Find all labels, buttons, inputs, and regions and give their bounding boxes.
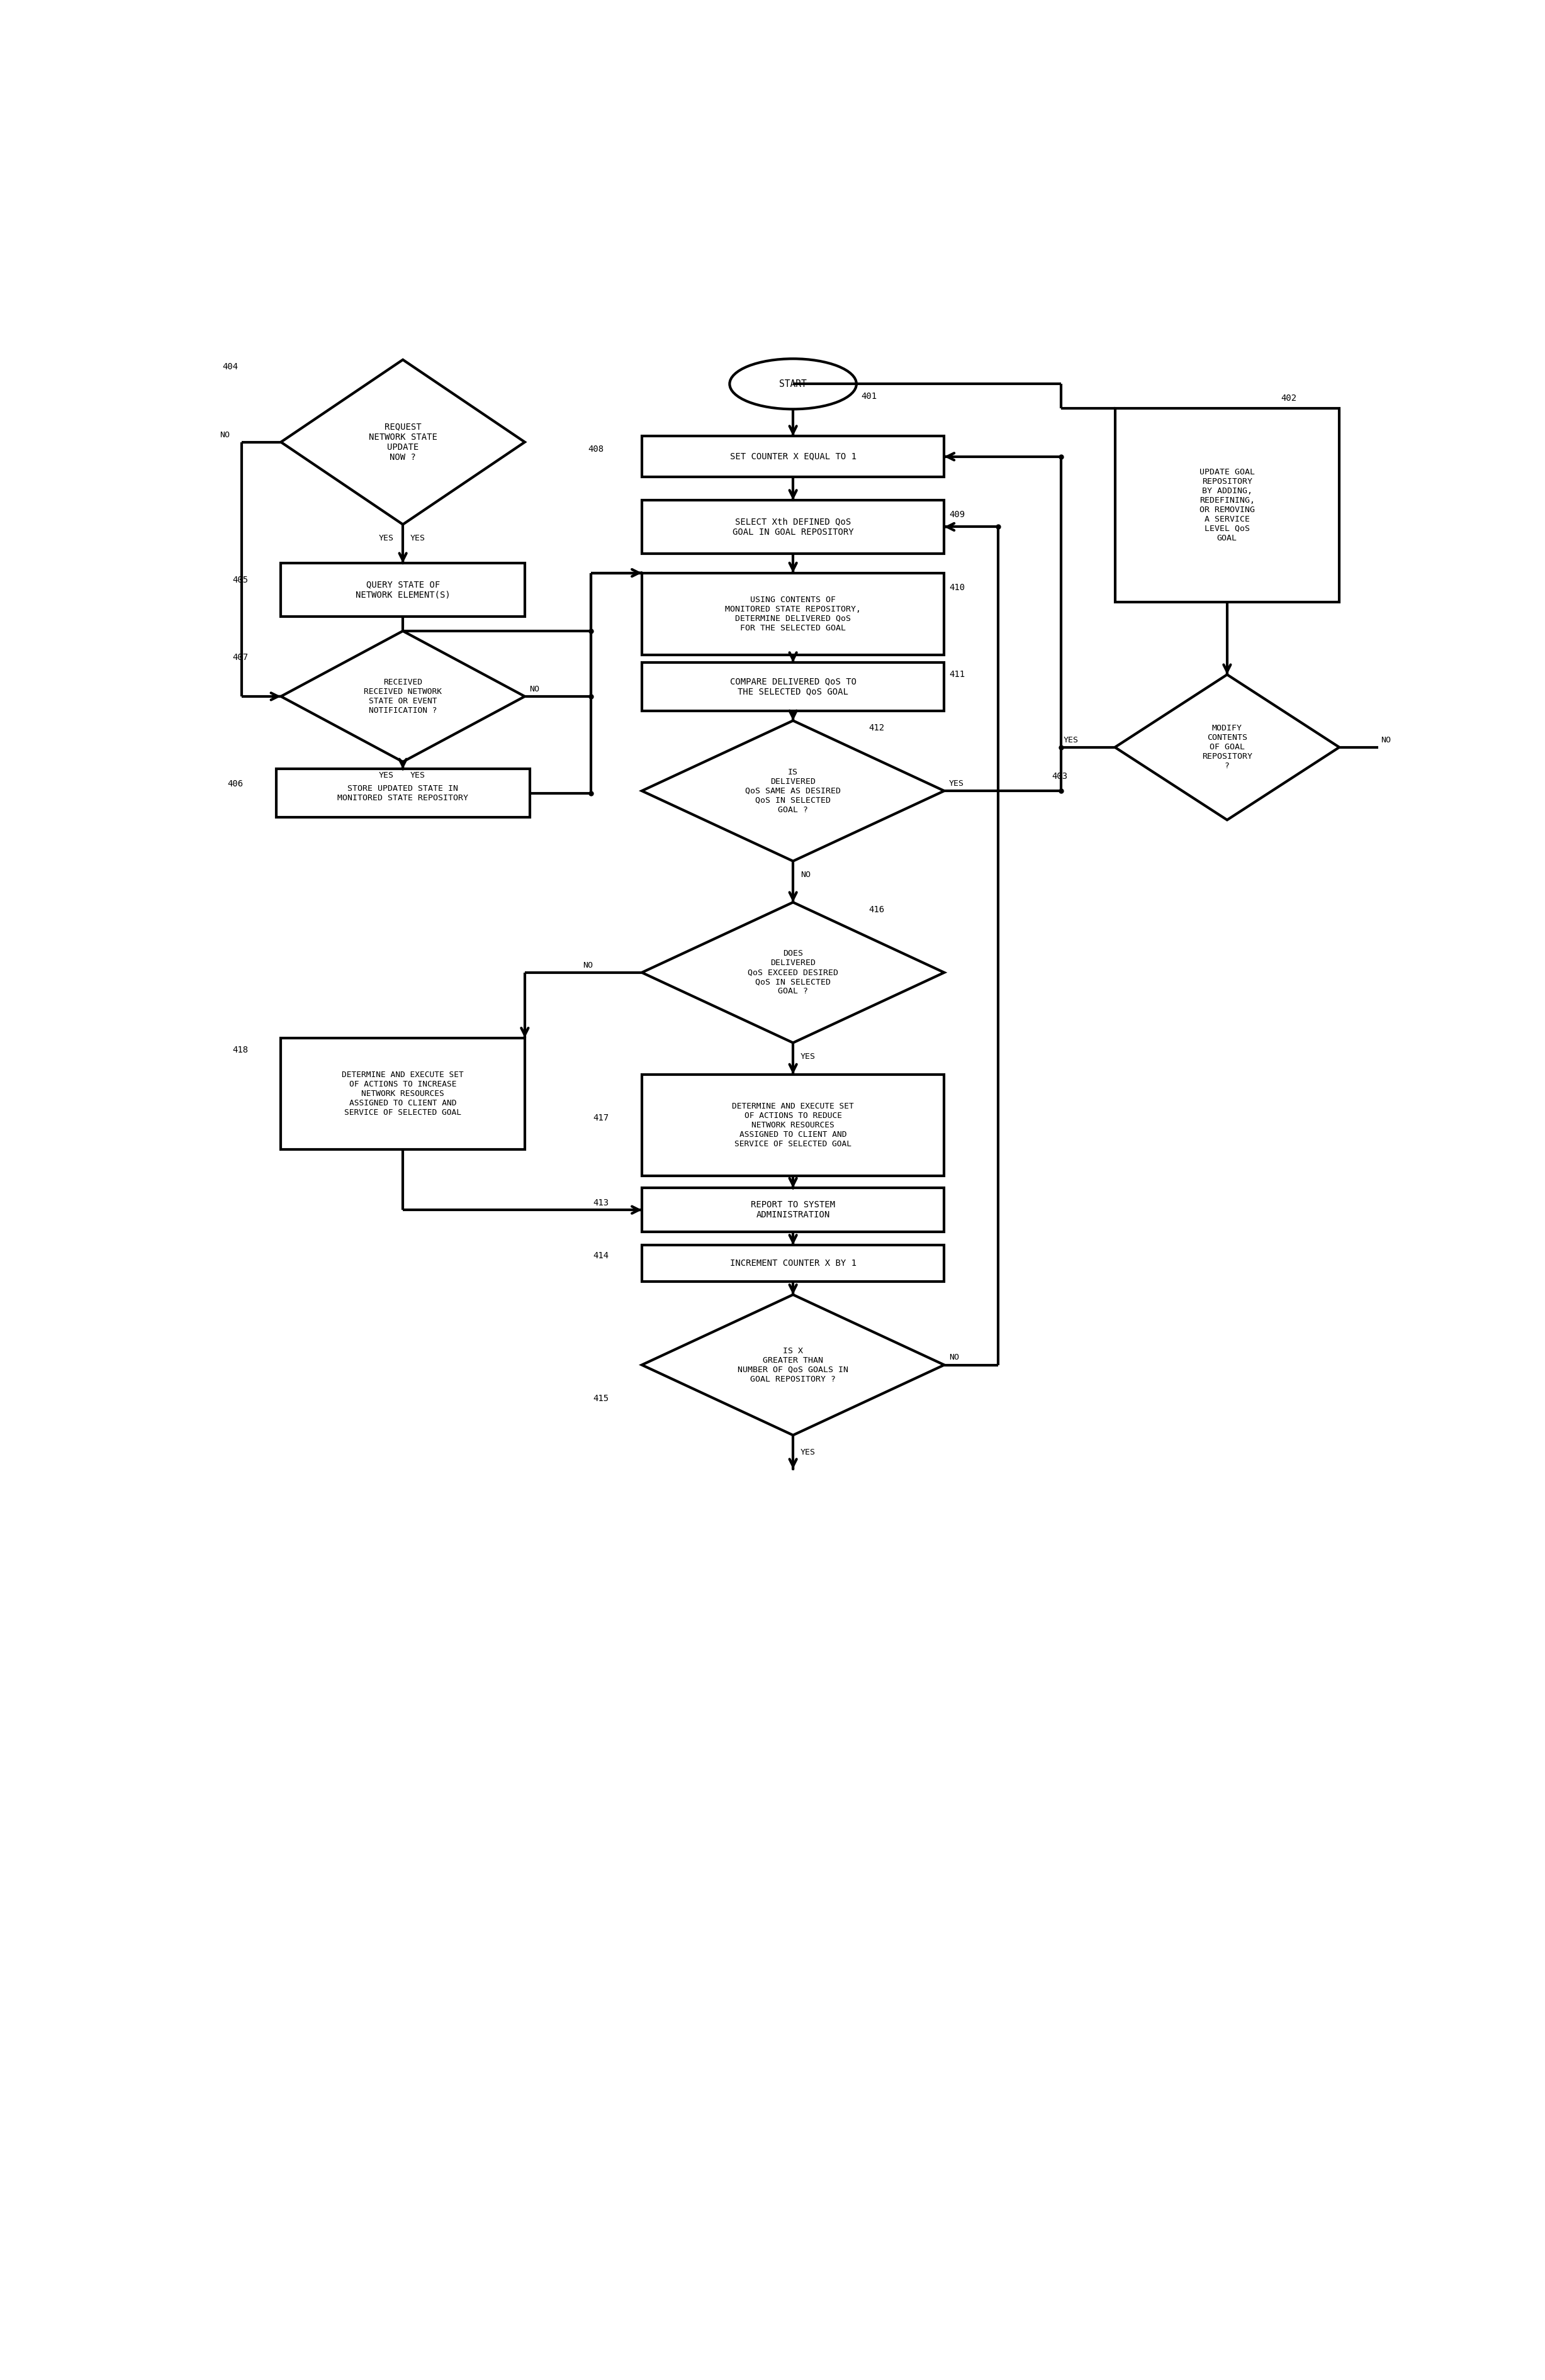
Text: YES: YES: [409, 771, 425, 778]
Text: 407: 407: [232, 652, 247, 662]
Text: STORE UPDATED STATE IN
MONITORED STATE REPOSITORY: STORE UPDATED STATE IN MONITORED STATE R…: [337, 785, 468, 802]
Text: NO: NO: [949, 1354, 959, 1361]
Bar: [277, 769, 530, 816]
Text: NO: NO: [800, 871, 811, 878]
Text: RECEIVED
RECEIVED NETWORK
STATE OR EVENT
NOTIFICATION ?: RECEIVED RECEIVED NETWORK STATE OR EVENT…: [363, 678, 442, 714]
Text: DETERMINE AND EXECUTE SET
OF ACTIONS TO REDUCE
NETWORK RESOURCES
ASSIGNED TO CLI: DETERMINE AND EXECUTE SET OF ACTIONS TO …: [732, 1102, 854, 1147]
Text: 410: 410: [949, 583, 966, 593]
Text: DOES
DELIVERED
QoS EXCEED DESIRED
QoS IN SELECTED
GOAL ?: DOES DELIVERED QoS EXCEED DESIRED QoS IN…: [748, 950, 839, 995]
Text: 413: 413: [593, 1197, 609, 1207]
Text: 409: 409: [949, 509, 966, 519]
Text: REPORT TO SYSTEM
ADMINISTRATION: REPORT TO SYSTEM ADMINISTRATION: [751, 1200, 836, 1219]
Text: SELECT Xth DEFINED QoS
GOAL IN GOAL REPOSITORY: SELECT Xth DEFINED QoS GOAL IN GOAL REPO…: [732, 516, 854, 536]
Text: 402: 402: [1281, 395, 1296, 402]
Bar: [1115, 407, 1340, 602]
Text: UPDATE GOAL
REPOSITORY
BY ADDING,
REDEFINING,
OR REMOVING
A SERVICE
LEVEL QoS
GO: UPDATE GOAL REPOSITORY BY ADDING, REDEFI…: [1199, 469, 1255, 543]
Text: 412: 412: [868, 724, 884, 733]
Bar: [641, 574, 944, 654]
Text: DETERMINE AND EXECUTE SET
OF ACTIONS TO INCREASE
NETWORK RESOURCES
ASSIGNED TO C: DETERMINE AND EXECUTE SET OF ACTIONS TO …: [341, 1071, 463, 1116]
Bar: [641, 436, 944, 478]
Bar: [641, 662, 944, 712]
Text: NO: NO: [582, 962, 593, 969]
Text: 411: 411: [949, 671, 966, 678]
Bar: [281, 564, 525, 616]
Text: NO: NO: [530, 685, 539, 693]
Text: IS
DELIVERED
QoS SAME AS DESIRED
QoS IN SELECTED
GOAL ?: IS DELIVERED QoS SAME AS DESIRED QoS IN …: [745, 769, 840, 814]
Bar: [641, 1073, 944, 1176]
Text: 404: 404: [222, 362, 238, 371]
Text: YES: YES: [949, 781, 964, 788]
Text: 416: 416: [868, 904, 884, 914]
Text: START: START: [779, 378, 806, 388]
Text: MODIFY
CONTENTS
OF GOAL
REPOSITORY
?: MODIFY CONTENTS OF GOAL REPOSITORY ?: [1202, 724, 1253, 771]
Text: NO: NO: [219, 431, 230, 438]
Text: REQUEST
NETWORK STATE
UPDATE
NOW ?: REQUEST NETWORK STATE UPDATE NOW ?: [369, 421, 437, 462]
Text: COMPARE DELIVERED QoS TO
THE SELECTED QoS GOAL: COMPARE DELIVERED QoS TO THE SELECTED Qo…: [729, 678, 856, 697]
Text: 406: 406: [227, 778, 243, 788]
Text: YES: YES: [379, 533, 394, 543]
Text: YES: YES: [800, 1447, 816, 1457]
Text: YES: YES: [800, 1052, 816, 1061]
Text: 405: 405: [232, 576, 247, 585]
Bar: [641, 1188, 944, 1233]
Text: 415: 415: [593, 1395, 609, 1404]
Bar: [281, 1038, 525, 1150]
Text: USING CONTENTS OF
MONITORED STATE REPOSITORY,
DETERMINE DELIVERED QoS
FOR THE SE: USING CONTENTS OF MONITORED STATE REPOSI…: [725, 595, 861, 633]
Text: 418: 418: [232, 1045, 247, 1054]
Bar: [641, 1245, 944, 1280]
Text: YES: YES: [1063, 735, 1078, 745]
Text: IS X
GREATER THAN
NUMBER OF QoS GOALS IN
GOAL REPOSITORY ?: IS X GREATER THAN NUMBER OF QoS GOALS IN…: [737, 1347, 848, 1383]
Text: YES: YES: [409, 533, 425, 543]
Bar: [641, 500, 944, 555]
Text: INCREMENT COUNTER X BY 1: INCREMENT COUNTER X BY 1: [729, 1259, 856, 1269]
Text: QUERY STATE OF
NETWORK ELEMENT(S): QUERY STATE OF NETWORK ELEMENT(S): [355, 581, 450, 600]
Text: NO: NO: [1381, 735, 1390, 745]
Text: 403: 403: [1052, 771, 1068, 781]
Text: SET COUNTER X EQUAL TO 1: SET COUNTER X EQUAL TO 1: [729, 452, 856, 462]
Text: 414: 414: [593, 1252, 609, 1261]
Text: 408: 408: [589, 445, 604, 455]
Text: 401: 401: [861, 393, 878, 400]
Text: YES: YES: [379, 771, 394, 778]
Text: 417: 417: [593, 1114, 609, 1123]
